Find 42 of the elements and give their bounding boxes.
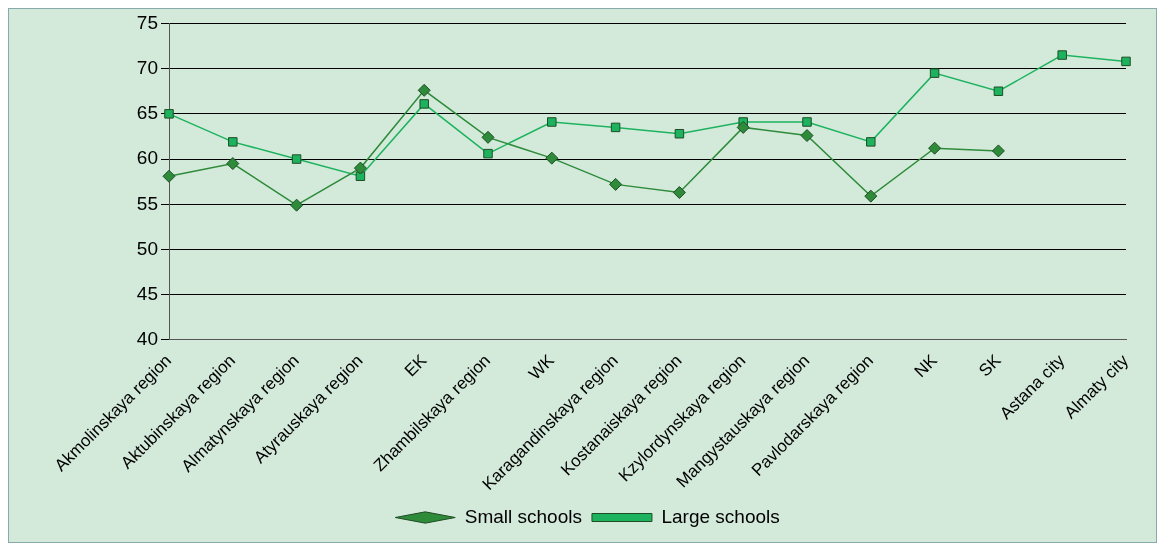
point [228,137,238,147]
point [483,148,493,159]
point [800,129,814,143]
y-tick-label: 45 [136,282,158,304]
point [547,117,557,127]
x-tick-label: SK [975,350,1005,381]
point [481,130,495,144]
y-tick-label: 40 [136,328,158,350]
legend-label: Large schools [661,505,780,527]
point [226,157,240,171]
point [802,117,812,127]
point [864,189,878,203]
point [1057,50,1067,60]
x-tick-label: NK [910,350,942,381]
x-tick-label: WK [525,350,559,384]
y-tick-label: 65 [136,102,158,124]
point [866,137,876,147]
point [672,186,686,200]
point [991,144,1005,158]
point [610,122,621,133]
point [353,161,367,175]
point [928,141,942,155]
point [736,120,750,134]
point [164,109,174,119]
point [993,86,1004,96]
point [1121,56,1131,67]
point [545,151,559,165]
point [417,83,431,97]
y-tick-label: 55 [136,192,158,214]
point [609,177,623,191]
point [162,169,176,183]
point [290,198,304,212]
point [419,99,429,109]
point [929,68,940,78]
legend-label: Small schools [464,505,582,527]
point [291,154,302,164]
y-tick-label: 50 [136,237,158,259]
y-tick-label: 70 [136,56,158,78]
y-tick-label: 60 [136,147,158,169]
point [674,128,685,139]
y-tick-label: 75 [136,11,158,33]
x-tick-label: EK [400,350,431,381]
